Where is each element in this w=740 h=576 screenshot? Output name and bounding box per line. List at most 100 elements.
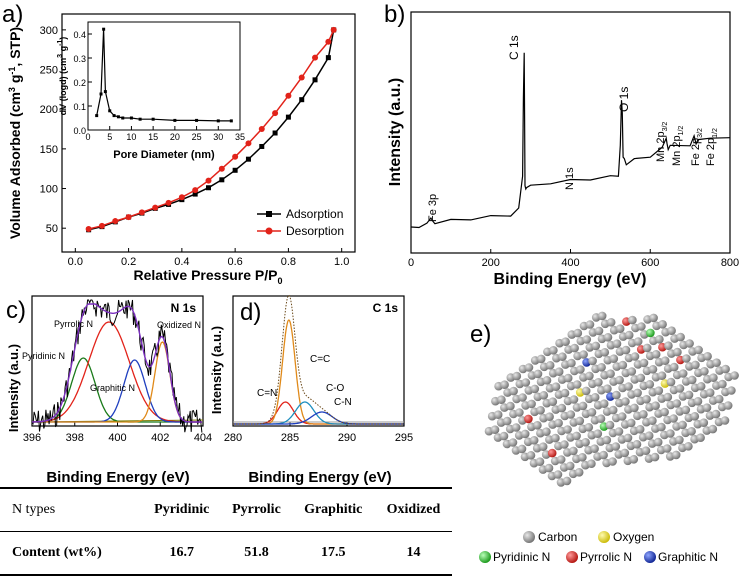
carbon-atom (693, 397, 703, 406)
carbon-atom (569, 395, 579, 404)
legend-pyridinic-n: Pyridinic N (493, 550, 550, 564)
point-desorption (165, 199, 172, 206)
carbon-atom (512, 371, 522, 381)
y-tick-label: 0.1 (73, 102, 86, 112)
carbon-atom (666, 429, 675, 438)
carbon-atom (602, 435, 612, 445)
y-tick-label: 200 (40, 104, 58, 116)
carbon-atom (645, 380, 655, 389)
carbon-atom (582, 335, 592, 344)
carbon-atom (538, 442, 548, 452)
legend-marker-adsorption (266, 211, 272, 217)
x-tick-label: 0.4 (174, 256, 189, 268)
carbon-atom (687, 427, 696, 436)
carbon-atom (567, 358, 576, 368)
carbon-atom (585, 320, 595, 329)
carbon-atom (639, 410, 648, 419)
inset-frame (87, 21, 241, 131)
carbon-atom (536, 406, 545, 415)
carbon-atom (723, 401, 733, 410)
carbon-atom (579, 350, 588, 359)
carbon-atom (654, 386, 664, 396)
point-desorption (325, 38, 332, 45)
carbon-atom (671, 450, 681, 460)
inset-point (195, 118, 199, 122)
carbon-atom (727, 386, 736, 395)
carbon-atom (599, 399, 609, 409)
carbon-atom (702, 403, 712, 413)
table-header-cell: Oxidized (374, 487, 452, 532)
carbon-atom (597, 363, 606, 372)
carbon-atom (588, 356, 597, 366)
x-tick-label: 285 (281, 432, 299, 444)
point-adsorption (272, 130, 278, 136)
carbon-atom (703, 352, 712, 361)
inset-point (108, 109, 112, 113)
n-types-table: N types Pyridinic Pyrrolic Graphitic Oxi… (0, 487, 452, 576)
x-tick-label: 200 (482, 257, 500, 269)
carbon-atom (576, 365, 585, 374)
point-adsorption (245, 156, 251, 162)
point-desorption (245, 140, 252, 147)
inset-point (95, 114, 99, 118)
x-tick-label: 800 (721, 257, 739, 269)
point-desorption (152, 204, 159, 211)
carbon-atom (641, 446, 651, 456)
inset-point (216, 119, 220, 123)
carbon-atom (542, 376, 552, 385)
carbon-atom (515, 408, 524, 417)
carbon-atom (560, 440, 569, 449)
carbon-atom (581, 438, 590, 447)
carbon-atom (508, 438, 518, 447)
panel-d-curves (233, 294, 404, 425)
carbon-atom (653, 437, 663, 447)
carbon-atom (685, 339, 694, 348)
carbon-atom (673, 347, 682, 357)
point-desorption (258, 126, 265, 133)
carbon-atom (666, 377, 676, 387)
carbon-atom (658, 320, 667, 329)
annot-mn2p32: Mn 2p3/2 (655, 122, 669, 162)
point-adsorption (299, 97, 305, 103)
inset-ticks: 0 5 10 15 20 25 30 35 0.0 0.1 0.2 0.3 0.4 (73, 30, 245, 142)
carbon-atom (524, 363, 534, 372)
carbon-atom (691, 360, 700, 370)
carbon-atom (544, 463, 554, 473)
carbon-atom (549, 346, 558, 355)
panel-c-ylabel: Intensity (a.u.) (6, 344, 21, 432)
carbon-atom (649, 313, 658, 323)
carbon-atom (575, 416, 585, 426)
legend-graphitic-swatch (644, 551, 656, 563)
inset-point (121, 116, 125, 120)
point-adsorption (192, 191, 198, 197)
carbon-atom (585, 371, 594, 381)
label-oxidized-n: Oxidized N (157, 320, 201, 330)
carbon-atom (561, 337, 570, 347)
panel-b-annotations: Fe 3p C 1s N 1s O 1s Mn 2p3/2 Mn 2p1/2 F… (427, 35, 719, 222)
pyrrolic-n-atom (547, 448, 557, 458)
panel-a-frame (61, 13, 356, 253)
point-desorption (125, 214, 132, 221)
carbon-atom (642, 395, 651, 404)
panel-a-inset: 0 5 10 15 20 25 30 35 0.0 0.1 0.2 0.3 0.4 Pore Diame… (57, 21, 245, 161)
inset-xlabel: Pore Diameter (nm) (113, 149, 215, 161)
inset-point (99, 92, 103, 96)
annot-fe2p32: Fe 2p3/2 (690, 128, 704, 166)
x-tick-label: 1.0 (334, 256, 349, 268)
legend-pyridinic-swatch (479, 551, 491, 563)
carbon-atom (730, 371, 739, 380)
carbon-atom (493, 410, 503, 420)
carbon-atom (587, 408, 597, 417)
carbon-atom (603, 333, 613, 342)
carbon-atom (569, 446, 578, 456)
carbon-atom (533, 369, 543, 379)
inset-series (95, 27, 233, 123)
carbon-atom (563, 373, 573, 383)
panel-e: e) Carbon Oxygen Pyridinic N Pyrrolic N … (470, 311, 739, 564)
carbon-atom (651, 401, 660, 411)
nitrogen-doped-graphene-model (484, 311, 739, 487)
carbon-atom (574, 468, 584, 477)
carbon-atom (714, 394, 724, 404)
carbon-atom (650, 452, 660, 462)
carbon-atom (590, 393, 600, 402)
